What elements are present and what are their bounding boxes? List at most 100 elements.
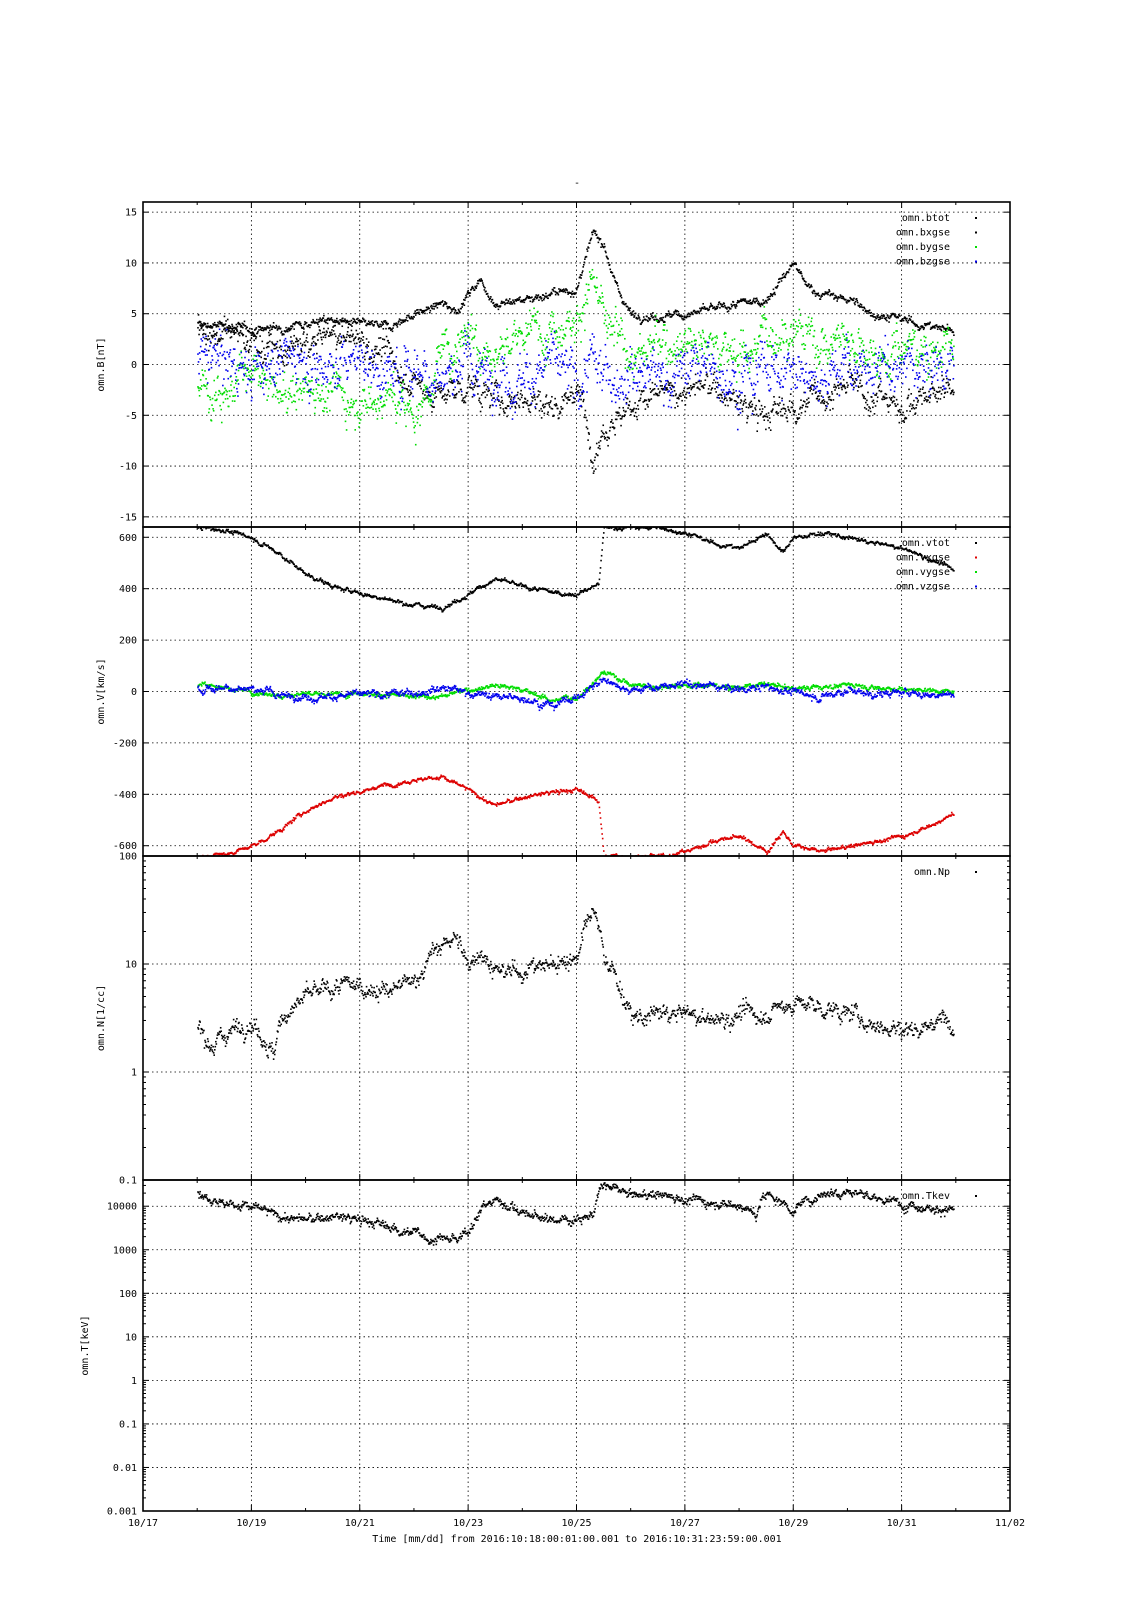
data-point <box>953 391 955 394</box>
data-point <box>822 402 824 404</box>
data-point <box>540 407 542 410</box>
data-point <box>776 403 779 405</box>
data-point <box>845 301 848 303</box>
data-point <box>352 349 355 351</box>
data-point <box>256 363 259 365</box>
data-point <box>772 288 775 291</box>
data-point <box>333 333 336 335</box>
data-point <box>820 395 823 397</box>
data-point <box>853 302 856 304</box>
data-point <box>198 395 201 397</box>
data-point <box>304 321 306 323</box>
data-point <box>401 400 404 403</box>
data-point <box>285 340 288 343</box>
data-point <box>900 405 903 408</box>
data-point <box>425 388 427 391</box>
data-point <box>710 388 713 391</box>
data-point <box>688 315 691 318</box>
data-point <box>527 408 530 410</box>
data-point <box>561 290 563 292</box>
data-point <box>853 353 855 355</box>
data-point <box>216 331 218 334</box>
data-point <box>460 364 462 367</box>
data-point <box>517 299 520 301</box>
data-point <box>475 324 478 327</box>
data-point <box>263 328 265 331</box>
data-point <box>840 297 843 299</box>
data-point <box>476 385 479 388</box>
data-point <box>433 379 435 382</box>
data-point <box>438 303 440 306</box>
data-point <box>461 303 464 306</box>
data-point <box>713 307 715 309</box>
data-point <box>512 299 514 301</box>
data-point <box>273 381 275 383</box>
data-point <box>584 409 587 412</box>
data-point <box>830 399 833 402</box>
data-point <box>479 352 481 354</box>
data-point <box>246 341 248 344</box>
data-point <box>607 436 610 439</box>
data-point <box>495 303 498 306</box>
data-point <box>504 374 506 377</box>
data-point <box>290 342 293 345</box>
data-point <box>473 289 476 291</box>
data-point <box>306 390 308 393</box>
data-point <box>328 382 331 385</box>
data-point <box>351 325 353 328</box>
data-point <box>746 417 749 420</box>
data-point <box>651 314 653 317</box>
data-point <box>674 310 676 313</box>
data-point <box>513 395 516 398</box>
data-point <box>269 372 271 375</box>
data-point <box>546 351 549 354</box>
data-point <box>685 348 687 351</box>
data-point <box>804 344 807 347</box>
data-point <box>759 324 762 327</box>
data-point <box>412 318 414 320</box>
data-point <box>425 306 428 309</box>
data-point <box>432 401 434 404</box>
data-point <box>202 373 204 376</box>
data-point <box>688 313 690 315</box>
data-point <box>531 396 533 398</box>
data-point <box>481 282 484 284</box>
data-point <box>666 387 668 389</box>
data-point <box>333 321 335 323</box>
data-point <box>430 399 433 401</box>
data-point <box>370 357 373 360</box>
data-point <box>265 327 268 329</box>
data-point <box>798 417 801 419</box>
data-point <box>436 360 439 363</box>
data-point <box>505 386 507 389</box>
data-point <box>429 404 432 406</box>
data-point <box>478 385 481 387</box>
data-point <box>830 391 833 393</box>
data-point <box>265 379 268 382</box>
data-point <box>534 407 537 410</box>
data-point <box>914 330 916 333</box>
data-point <box>381 338 384 340</box>
data-point <box>256 359 258 361</box>
data-point <box>228 355 231 358</box>
data-point <box>295 337 298 340</box>
data-point <box>560 355 562 358</box>
data-point <box>858 304 861 307</box>
data-point <box>581 391 584 394</box>
data-point <box>684 332 686 335</box>
data-point <box>734 400 736 402</box>
data-point <box>468 386 471 389</box>
data-point <box>615 281 617 283</box>
data-point <box>797 417 800 420</box>
data-point <box>661 385 663 387</box>
data-point <box>823 402 826 405</box>
data-point <box>790 323 793 326</box>
data-point <box>343 320 346 323</box>
data-point <box>696 386 699 389</box>
data-point <box>481 366 484 368</box>
data-point <box>198 329 201 331</box>
data-point <box>292 347 294 350</box>
data-point <box>546 346 548 348</box>
data-point <box>720 394 723 397</box>
data-point <box>915 323 918 326</box>
